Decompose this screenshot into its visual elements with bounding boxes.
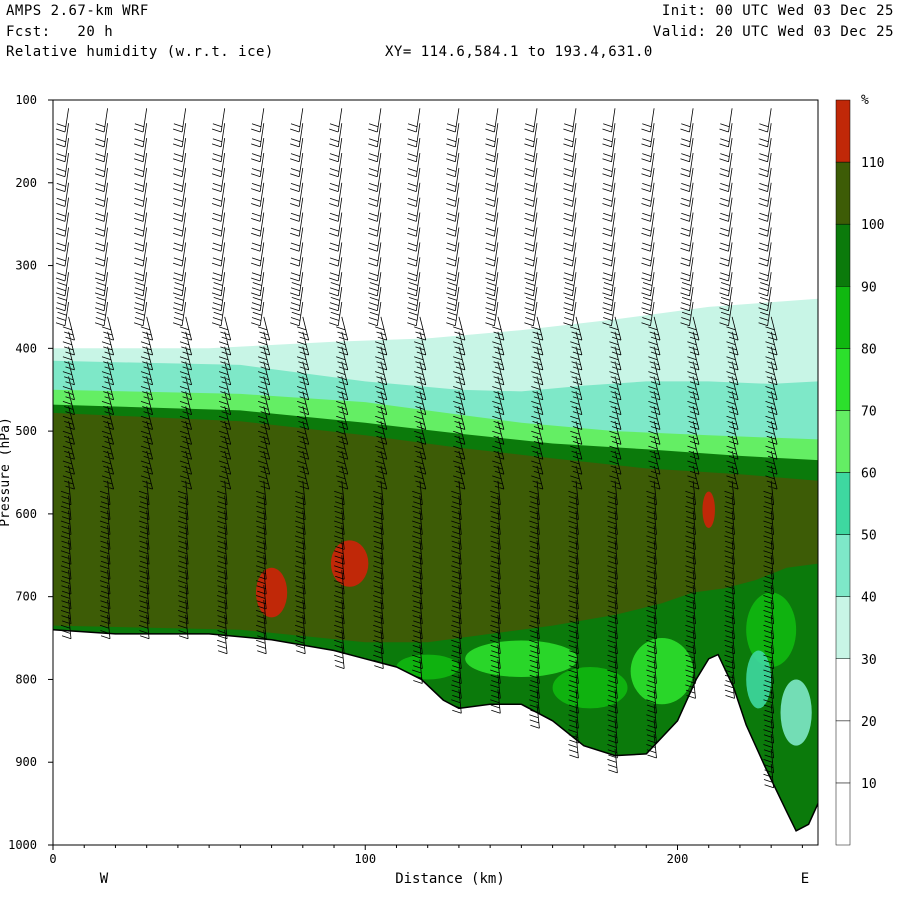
- y-tick-label: 400: [15, 341, 37, 355]
- colorbar-unit: %: [861, 93, 869, 108]
- colorbar-level-label: 30: [861, 653, 877, 668]
- east-label: E: [801, 871, 809, 887]
- field-name: Relative humidity (w.r.t. ice): [6, 44, 274, 60]
- y-tick-label: 200: [15, 176, 37, 190]
- colorbar-swatch: [835, 720, 851, 784]
- y-tick-label: 500: [15, 424, 37, 438]
- rh-over-110-region-1: [330, 540, 369, 587]
- colorbar-level-label: 40: [861, 591, 877, 606]
- x-tick-label: 0: [49, 852, 56, 866]
- x-axis-label: Distance (km): [395, 871, 505, 887]
- y-tick-label: 300: [15, 259, 37, 273]
- valid-time: Valid: 20 UTC Wed 03 Dec 25: [652, 24, 894, 40]
- wind-barb-strokes: [55, 108, 778, 789]
- colorbar: 10 20 30 40 50 60 70 80 90 100 110: [835, 99, 884, 846]
- rh-over-110-region-2: [702, 491, 715, 528]
- rh-moist-patch-0: [465, 640, 578, 677]
- west-label: W: [100, 871, 109, 887]
- colorbar-swatch: [835, 223, 851, 287]
- rh-moist-patch-5: [746, 650, 772, 709]
- colorbar-level-label: 60: [861, 467, 877, 482]
- model-title: AMPS 2.67-km WRF: [6, 3, 149, 19]
- colorbar-level-label: 80: [861, 342, 877, 357]
- rh-moist-patch-1: [552, 667, 628, 709]
- rh-moist-patch-6: [396, 654, 459, 680]
- y-axis-label: Pressure (hPa): [0, 417, 13, 527]
- rh-moist-patch-2: [630, 638, 694, 705]
- y-tick-label: 100: [15, 93, 37, 107]
- x-tick-label: 200: [667, 852, 689, 866]
- x-tick-label: 100: [354, 852, 376, 866]
- colorbar-swatch: [835, 99, 851, 163]
- colorbar-level-label: 70: [861, 404, 877, 419]
- forecast-hour: Fcst: 20 h: [6, 24, 114, 40]
- plot-frame: [52, 99, 819, 846]
- colorbar-swatch: [835, 782, 851, 846]
- colorbar-swatch: [835, 596, 851, 660]
- colorbar-swatch: [835, 348, 851, 411]
- colorbar-level-label: 100: [861, 218, 884, 233]
- below-ground-mask: [53, 629, 818, 845]
- cross-section-endpoints: XY= 114.6,584.1 to 193.4,631.0: [385, 44, 653, 60]
- rh-over-110-region-0: [255, 567, 288, 618]
- y-tick-label: 600: [15, 507, 37, 521]
- rh-moist-patch-3: [746, 592, 797, 668]
- colorbar-swatch: [835, 161, 851, 225]
- colorbar-level-label: 10: [861, 777, 877, 792]
- init-time: Init: 00 UTC Wed 03 Dec 25: [661, 3, 894, 19]
- colorbar-level-label: 50: [861, 529, 877, 544]
- colorbar-swatch: [835, 472, 851, 535]
- colorbar-swatch: [835, 658, 851, 722]
- colorbar-swatch: [835, 534, 851, 597]
- colorbar-level-label: 90: [861, 280, 877, 295]
- rh-100-110-layer: [53, 412, 818, 643]
- colorbar-level-label: 20: [861, 715, 877, 730]
- colorbar-swatch: [835, 286, 851, 349]
- terrain-outline: [53, 629, 818, 832]
- rh-moist-patch-4: [780, 679, 812, 746]
- colorbar-swatch: [835, 410, 851, 473]
- y-tick-label: 700: [15, 590, 37, 604]
- y-tick-label: 1000: [8, 838, 37, 852]
- colorbar-level-label: 110: [861, 156, 884, 171]
- y-tick-label: 900: [15, 755, 37, 769]
- y-tick-label: 800: [15, 672, 37, 686]
- wind-barbs: [55, 108, 778, 789]
